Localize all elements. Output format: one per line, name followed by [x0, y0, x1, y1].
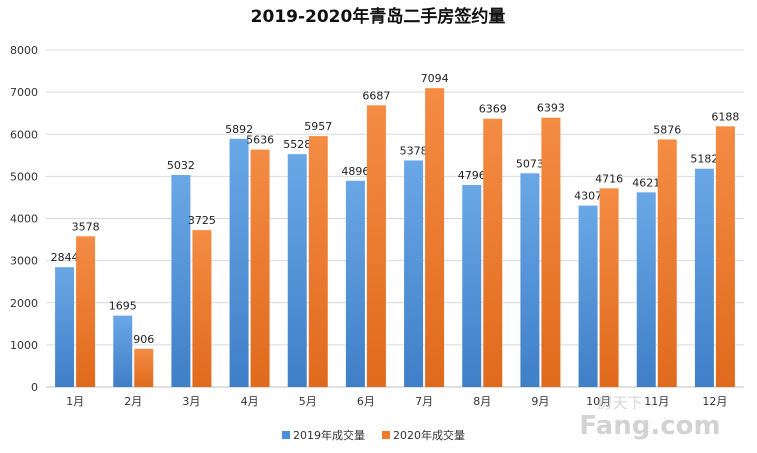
data-label: 5876 [653, 123, 681, 136]
y-tick-label: 8000 [10, 44, 38, 57]
bar-2019-7 [404, 160, 424, 387]
data-label: 4896 [341, 165, 369, 178]
bar-2020-8 [483, 118, 503, 387]
data-label: 5182 [690, 153, 718, 166]
y-axis: 0 1000 2000 3000 4000 5000 6000 7000 8000 [10, 44, 38, 394]
data-label: 6687 [362, 89, 390, 102]
data-label: 906 [133, 333, 154, 346]
bar-2020-9 [541, 117, 561, 387]
legend: 2019年成交量 2020年成交量 [282, 428, 465, 442]
y-tick-label: 2000 [10, 297, 38, 310]
y-tick-label: 0 [31, 381, 38, 394]
data-label: 5032 [167, 159, 195, 172]
y-tick-label: 6000 [10, 128, 38, 141]
bar-2019-8 [462, 184, 482, 387]
bar-2019-6 [345, 180, 365, 387]
x-tick-label: 11月 [644, 395, 669, 408]
bar-2019-9 [520, 173, 540, 387]
data-label: 5528 [283, 138, 311, 151]
x-tick-label: 3月 [182, 395, 200, 408]
bar-2019-4 [229, 138, 249, 387]
x-tick-label: 7月 [415, 395, 433, 408]
y-tick-label: 3000 [10, 255, 38, 268]
data-label: 4621 [632, 176, 660, 189]
bar-2020-1 [76, 236, 96, 387]
bar-2020-2 [134, 348, 154, 387]
bar-2020-5 [308, 136, 328, 387]
x-tick-label: 12月 [702, 395, 727, 408]
legend-label-2019: 2019年成交量 [293, 428, 365, 442]
bar-2020-3 [192, 230, 212, 387]
x-tick-label: 9月 [531, 395, 549, 408]
data-label: 5636 [246, 134, 274, 147]
data-label: 7094 [421, 72, 449, 85]
y-tick-label: 1000 [10, 339, 38, 352]
bar-2020-12 [715, 126, 735, 387]
legend-swatch-2020 [382, 431, 390, 439]
x-tick-label: 2月 [124, 395, 142, 408]
bar-2019-2 [113, 315, 133, 387]
x-tick-label: 4月 [241, 395, 259, 408]
x-tick-label: 1月 [66, 395, 84, 408]
x-tick-label: 10月 [586, 395, 611, 408]
legend-swatch-2019 [282, 431, 290, 439]
x-tick-label: 8月 [473, 395, 491, 408]
grid [46, 49, 744, 388]
data-label: 5073 [516, 157, 544, 170]
bar-2020-10 [599, 188, 619, 387]
data-label: 4796 [458, 169, 486, 182]
bar-2020-4 [250, 149, 270, 387]
bar-2020-11 [657, 139, 677, 387]
bar-2020-7 [425, 88, 445, 387]
data-label: 3578 [72, 220, 100, 233]
bar-2019-12 [694, 168, 714, 387]
watermark-top: 房天下 [597, 394, 642, 412]
x-axis: 1月 2月 3月 4月 5月 6月 7月 8月 9月 10月 11月 12月 [66, 395, 727, 408]
data-label: 6393 [537, 102, 565, 115]
bar-2019-3 [171, 175, 191, 387]
bar-2019-5 [287, 154, 307, 387]
data-label: 4307 [574, 190, 602, 203]
x-tick-label: 6月 [357, 395, 375, 408]
legend-label-2020: 2020年成交量 [393, 428, 465, 442]
watermark-bottom: Fang.com [579, 411, 720, 441]
data-label: 1695 [109, 300, 137, 313]
watermark: 房天下 Fang.com [579, 394, 720, 441]
data-label: 6369 [479, 103, 507, 116]
data-label: 5892 [225, 123, 253, 136]
data-label: 5957 [304, 120, 332, 133]
data-label: 5378 [400, 144, 428, 157]
chart-title: 2019-2020年青岛二手房签约量 [251, 6, 506, 27]
data-label: 4716 [595, 172, 623, 185]
y-tick-label: 4000 [10, 213, 38, 226]
y-tick-label: 7000 [10, 86, 38, 99]
y-tick-label: 5000 [10, 170, 38, 183]
data-label: 2844 [51, 251, 79, 264]
x-tick-label: 5月 [299, 395, 317, 408]
bar-2019-11 [636, 192, 656, 387]
bar-2019-10 [578, 205, 598, 387]
data-label: 6188 [711, 110, 739, 123]
data-label: 3725 [188, 214, 216, 227]
bar-2019-1 [55, 267, 75, 387]
bar-2020-6 [366, 105, 386, 388]
